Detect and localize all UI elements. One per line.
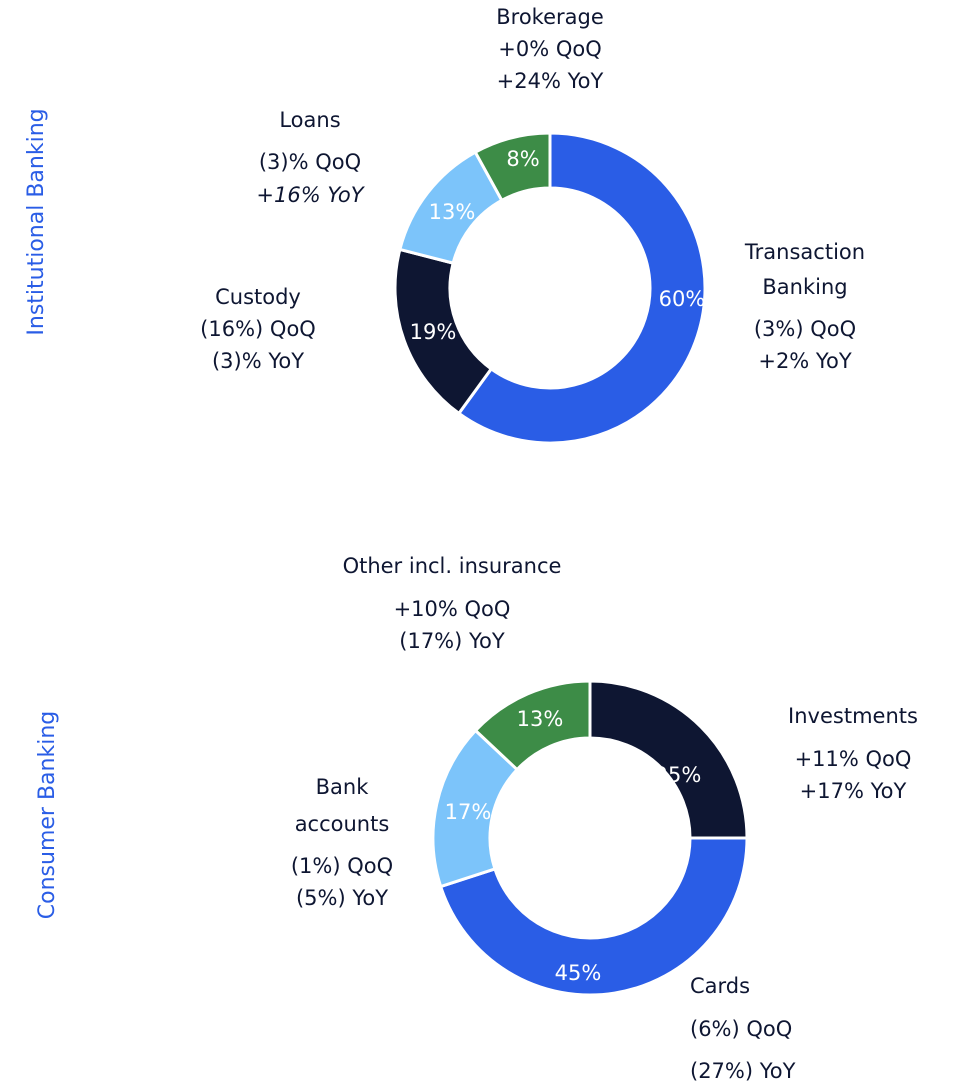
qoq-label: (16%) QoQ bbox=[200, 317, 316, 341]
category-label: Loans bbox=[279, 108, 340, 132]
category-label: accounts bbox=[295, 812, 390, 836]
category-label: Brokerage bbox=[496, 5, 604, 29]
donut-slice bbox=[438, 836, 749, 997]
category-label: Investments bbox=[788, 704, 918, 728]
category-label: Transaction bbox=[744, 240, 865, 264]
qoq-label: (3)% QoQ bbox=[259, 150, 361, 174]
value-label: 13% bbox=[429, 200, 476, 224]
qoq-label: (6%) QoQ bbox=[690, 1017, 792, 1041]
yoy-label: +16% YoY bbox=[256, 183, 365, 207]
yoy-label: +24% YoY bbox=[497, 69, 604, 93]
yoy-label: (27%) YoY bbox=[690, 1059, 796, 1083]
value-label: 17% bbox=[445, 800, 492, 824]
donut-slice bbox=[588, 679, 749, 840]
value-label: 45% bbox=[555, 961, 602, 985]
donut-slice bbox=[473, 131, 552, 203]
qoq-label: (3%) QoQ bbox=[754, 317, 856, 341]
yoy-label: (17%) YoY bbox=[399, 629, 505, 653]
category-label: Bank bbox=[316, 775, 370, 799]
qoq-label: +0% QoQ bbox=[498, 37, 602, 61]
qoq-label: (1%) QoQ bbox=[291, 854, 393, 878]
yoy-label: (5%) YoY bbox=[296, 886, 388, 910]
value-label: 13% bbox=[517, 707, 564, 731]
value-label: 8% bbox=[506, 147, 539, 171]
donut-slice bbox=[456, 131, 707, 445]
qoq-label: +10% QoQ bbox=[394, 597, 511, 621]
category-label: Custody bbox=[215, 285, 301, 309]
category-label: Banking bbox=[762, 275, 847, 299]
donut-slice bbox=[473, 679, 592, 772]
yoy-label: (3)% YoY bbox=[212, 349, 304, 373]
value-label: 60% bbox=[659, 287, 706, 311]
yoy-label: +17% YoY bbox=[800, 779, 907, 803]
category-label: Other incl. insurance bbox=[343, 554, 562, 578]
yoy-label: +2% YoY bbox=[758, 349, 851, 373]
category-label: Cards bbox=[690, 974, 750, 998]
chart-title: Consumer Banking bbox=[35, 711, 60, 919]
value-label: 25% bbox=[655, 763, 702, 787]
chart-title: Institutional Banking bbox=[24, 108, 49, 335]
value-label: 19% bbox=[410, 320, 457, 344]
qoq-label: +11% QoQ bbox=[795, 747, 912, 771]
